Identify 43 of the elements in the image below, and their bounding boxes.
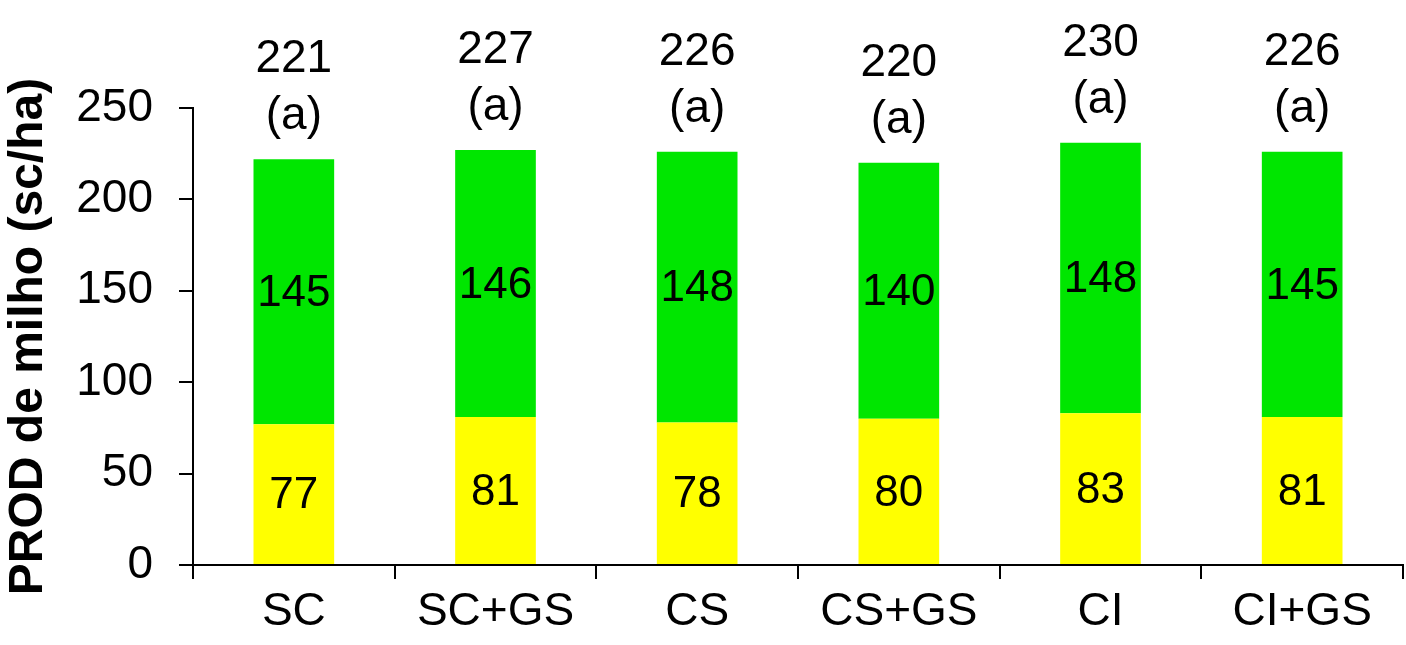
- x-tick-label: CS: [665, 583, 730, 636]
- data-label: 140: [862, 264, 936, 314]
- data-label: 148: [1063, 252, 1138, 302]
- bar: [253, 159, 335, 425]
- x-tick-label: CI+GS: [1232, 583, 1372, 636]
- data-label: 80: [874, 465, 924, 515]
- data-label: 146: [458, 257, 533, 307]
- total-label: 226 (a): [1263, 22, 1341, 132]
- data-label: 83: [1076, 462, 1125, 512]
- y-axis-title: PROD de milho (sc/ha): [0, 77, 53, 596]
- y-tick-label: 200: [76, 170, 153, 223]
- bar: [1060, 413, 1141, 564]
- x-tick-label: CI: [1077, 583, 1124, 636]
- data-label: 81: [471, 464, 520, 514]
- y-tick-label: 50: [101, 444, 153, 497]
- bar: [253, 424, 335, 564]
- x-tick-label: SC: [261, 583, 326, 636]
- x-tick-label: SC+GS: [416, 583, 575, 636]
- bar: [455, 150, 536, 417]
- bar: [656, 151, 738, 423]
- data-label: 145: [257, 265, 331, 315]
- data-label: 148: [660, 261, 734, 311]
- bar: [1261, 416, 1343, 564]
- total-label: 230 (a): [1062, 13, 1139, 123]
- bar: [1060, 142, 1141, 414]
- y-tick-label: 250: [76, 78, 153, 131]
- data-label: 77: [269, 468, 319, 518]
- x-tick-label: CS+GS: [820, 583, 978, 636]
- bar: [656, 422, 738, 564]
- y-tick-label: 150: [76, 261, 153, 314]
- data-label: 78: [672, 467, 722, 517]
- total-label: 227 (a): [457, 21, 534, 131]
- bar: [858, 418, 940, 564]
- total-label: 226 (a): [658, 22, 736, 132]
- bar: [1261, 151, 1343, 417]
- bar: [455, 416, 536, 564]
- total-label: 221 (a): [255, 30, 333, 140]
- data-label: 145: [1265, 258, 1339, 308]
- data-label: 81: [1277, 464, 1327, 514]
- y-tick-label: 0: [127, 535, 153, 588]
- total-label: 220 (a): [860, 33, 938, 143]
- bar: [858, 162, 940, 419]
- y-tick-label: 100: [76, 352, 153, 405]
